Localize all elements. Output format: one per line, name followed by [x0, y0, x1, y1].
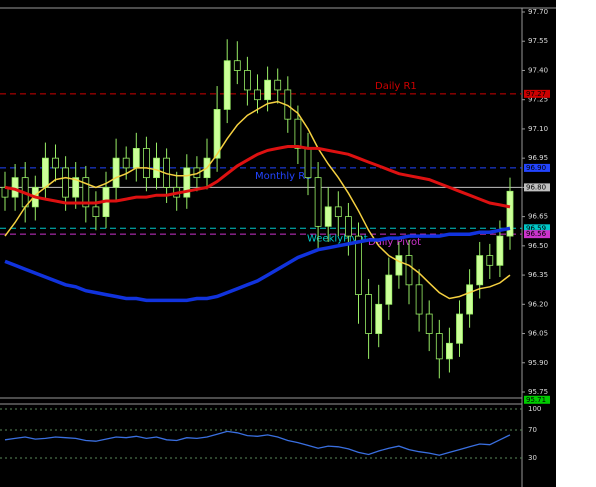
candle-body [72, 177, 80, 198]
price-tag-label: 96.90 [526, 164, 546, 172]
level-name: Daily R1 [375, 81, 417, 92]
candle-body [294, 118, 302, 149]
candle-body [233, 60, 241, 71]
y-tick-label: 96.05 [528, 330, 548, 338]
candle-body [274, 79, 282, 91]
y-tick-label: 97.25 [528, 96, 548, 104]
candle-body [132, 148, 140, 169]
candle-body [466, 284, 474, 315]
candle-body [243, 70, 251, 91]
candle-body [334, 206, 342, 218]
y-tick-label: 97.40 [528, 66, 548, 74]
candle-body [365, 294, 373, 334]
price-tag-label: 96.59 [526, 224, 546, 232]
y-tick-label: 97.70 [528, 8, 548, 16]
rsi-line [4, 430, 511, 456]
candle-body [42, 157, 49, 188]
level-name: WeeklyPivot [307, 233, 368, 244]
price-tag-label: 95.71 [526, 396, 546, 404]
rsi-tick-label: 100 [528, 405, 541, 413]
candle-body [112, 157, 120, 188]
candle-body [435, 333, 443, 360]
y-tick-label: 95.75 [528, 388, 548, 396]
candle-body [476, 255, 484, 286]
y-tick-label: 96.95 [528, 154, 548, 162]
level-name: Daily Pivot [368, 237, 421, 248]
candle-body [92, 206, 100, 218]
candle-body [385, 274, 393, 305]
price-tag [524, 224, 550, 233]
candle-body [153, 157, 160, 179]
candle-body [355, 235, 362, 295]
y-tick-label: 96.65 [528, 213, 548, 221]
candle-body [142, 148, 150, 179]
candle-body [506, 190, 514, 237]
candle-body [213, 109, 221, 159]
candle-body [264, 79, 272, 101]
price-tag-label: 96.80 [526, 183, 546, 191]
price-tag [524, 230, 550, 239]
price-tag [524, 163, 550, 172]
price-tag-label: 97.27 [526, 90, 546, 98]
y-tick-label: 95.90 [528, 359, 548, 367]
rsi-tick-label: 70 [528, 426, 537, 434]
candle-body [486, 255, 494, 266]
price-tag [524, 89, 550, 98]
candle-body [254, 89, 261, 101]
y-tick-label: 97.55 [528, 37, 548, 45]
candle-body [415, 284, 423, 315]
candle-body [52, 157, 59, 169]
candle-body [395, 255, 403, 276]
candle-body [496, 235, 504, 266]
moving-average [4, 145, 511, 209]
candle-body [183, 167, 191, 198]
candle-body [375, 303, 383, 334]
rsi-tick-label: 30 [528, 454, 537, 462]
candle-body [223, 60, 231, 110]
candle-body [1, 186, 9, 198]
candle-body [445, 342, 453, 360]
y-tick-label: 96.50 [528, 242, 548, 250]
price-tag [524, 183, 550, 192]
price-tag [524, 395, 550, 404]
y-tick-label: 97.10 [528, 125, 548, 133]
price-tag-label: 96.56 [526, 230, 547, 238]
candle-body [314, 177, 322, 227]
candle-body [82, 177, 90, 208]
candle-body [324, 206, 332, 227]
candle-body [304, 148, 312, 179]
moving-average [4, 100, 511, 300]
level-name: Monthly R1 [255, 171, 312, 182]
candle-body [456, 313, 463, 344]
candle-body [122, 157, 130, 169]
candle-body [344, 216, 352, 237]
moving-average [4, 226, 511, 303]
y-tick-label: 96.35 [528, 271, 548, 279]
candle-body [62, 167, 69, 198]
y-tick-label: 96.20 [528, 300, 548, 308]
candle-body [405, 255, 413, 286]
candle-body [425, 313, 433, 334]
